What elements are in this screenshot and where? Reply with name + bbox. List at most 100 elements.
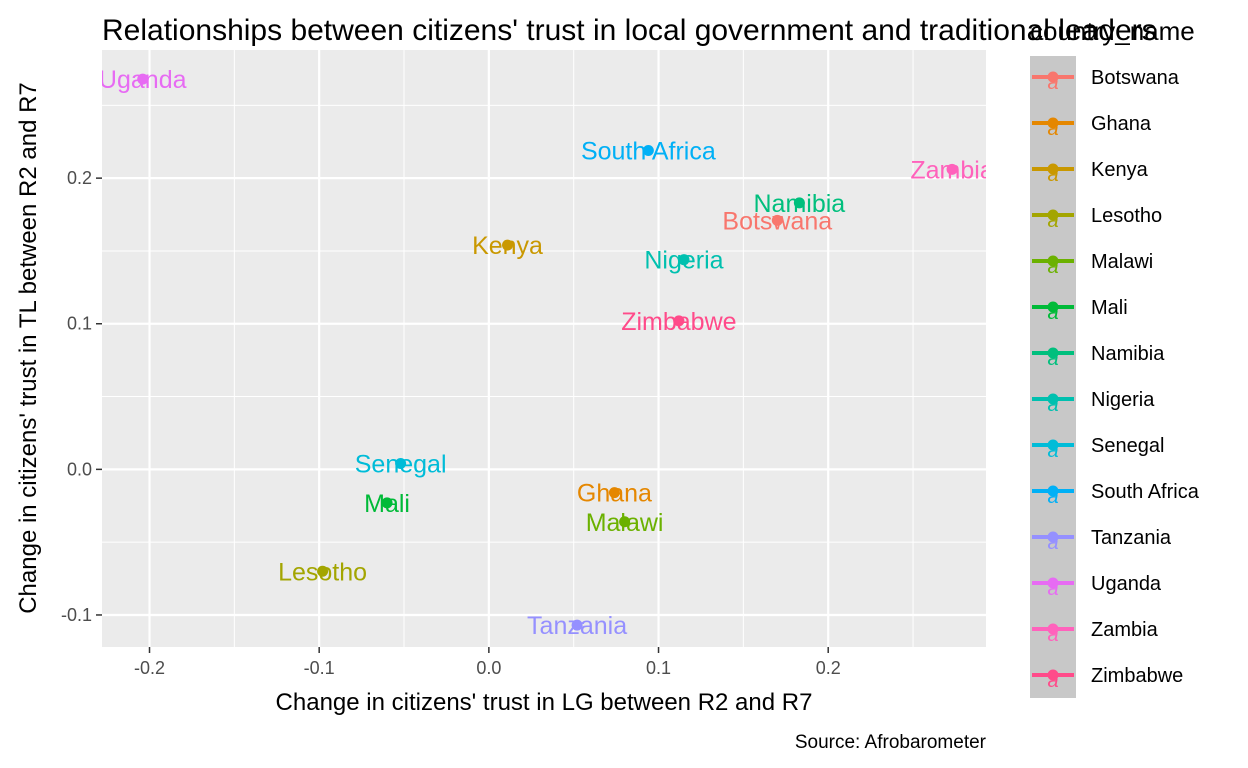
- legend-key-glyph: a: [1047, 578, 1058, 600]
- point-label: Kenya: [472, 232, 543, 260]
- legend-label: South Africa: [1091, 481, 1200, 503]
- point-label: Zimbabwe: [621, 308, 736, 336]
- data-point: [381, 497, 393, 509]
- legend-label: Kenya: [1091, 159, 1149, 181]
- legend-key-point: [1047, 255, 1059, 267]
- legend-label: Lesotho: [1091, 205, 1162, 227]
- data-point: [642, 144, 654, 156]
- point-labels-layer: Botswana Ghana Kenya Lesotho Malawi Mali Namib…: [99, 66, 993, 640]
- data-point: [771, 214, 783, 226]
- point-label: Tanzania: [527, 612, 627, 640]
- legend-key-point: [1047, 209, 1059, 221]
- legend-key-point: [1047, 531, 1059, 543]
- legend-key-glyph: a: [1047, 670, 1058, 692]
- source-caption: Source: Afrobarometer: [795, 732, 987, 753]
- x-tick-label: 0.0: [476, 658, 501, 678]
- y-axis-ticks: -0.1 0.0 0.1 0.2: [61, 168, 102, 625]
- y-tick-label: 0.0: [67, 459, 92, 479]
- point-label: Senegal: [355, 451, 447, 479]
- data-point: [571, 619, 583, 631]
- legend-label: Botswana: [1091, 67, 1180, 89]
- legend-label: Zimbabwe: [1091, 665, 1183, 687]
- legend-item: a Lesotho: [1032, 205, 1162, 232]
- legend-item: a Tanzania: [1032, 527, 1172, 554]
- data-point: [502, 239, 514, 251]
- legend-key-glyph: a: [1047, 118, 1058, 140]
- point-label: Malawi: [586, 509, 664, 537]
- legend-label: Malawi: [1091, 251, 1153, 273]
- legend-title: country_name: [1030, 16, 1195, 46]
- data-point: [619, 516, 631, 528]
- data-point: [678, 254, 690, 266]
- legend-key-point: [1047, 163, 1059, 175]
- x-tick-label: -0.2: [134, 658, 165, 678]
- data-point: [673, 315, 685, 327]
- legend-item: a Namibia: [1032, 343, 1165, 370]
- point-label: Namibia: [754, 190, 846, 218]
- legend-label: Senegal: [1091, 435, 1164, 457]
- legend-key-glyph: a: [1047, 486, 1058, 508]
- legend-key-background: [1030, 56, 1076, 698]
- legend-key-glyph: a: [1047, 210, 1058, 232]
- plot-panel: [102, 50, 986, 647]
- point-label: Lesotho: [278, 558, 367, 586]
- x-tick-label: -0.1: [304, 658, 335, 678]
- data-point: [317, 565, 329, 577]
- y-axis-title: Change in citizens' trust in TL between …: [15, 82, 42, 614]
- point-label: Botswana: [722, 207, 832, 235]
- legend-key-point: [1047, 485, 1059, 497]
- legend-key-point: [1047, 439, 1059, 451]
- legend-key-glyph: a: [1047, 164, 1058, 186]
- legend-key-point: [1047, 577, 1059, 589]
- legend-item: a Ghana: [1032, 113, 1152, 140]
- legend-key-glyph: a: [1047, 624, 1058, 646]
- legend-item: a Kenya: [1032, 159, 1149, 186]
- point-label: Mali: [364, 490, 410, 518]
- y-tick-label: -0.1: [61, 605, 92, 625]
- points-layer: [137, 73, 958, 631]
- legend: a Botswana a Ghana a Kenya a Lesotho a Malawi a Mal…: [1030, 16, 1200, 698]
- legend-label: Nigeria: [1091, 389, 1155, 411]
- legend-key-glyph: a: [1047, 440, 1058, 462]
- legend-key-point: [1047, 393, 1059, 405]
- legend-item: a South Africa: [1032, 481, 1200, 508]
- legend-key-glyph: a: [1047, 348, 1058, 370]
- x-tick-label: 0.1: [646, 658, 671, 678]
- legend-key-point: [1047, 117, 1059, 129]
- legend-key-glyph: a: [1047, 532, 1058, 554]
- legend-key-glyph: a: [1047, 394, 1058, 416]
- legend-item: a Malawi: [1032, 251, 1153, 278]
- point-label: Nigeria: [644, 247, 723, 275]
- data-point: [137, 73, 149, 85]
- point-label: Zambia: [910, 156, 993, 184]
- point-label: Uganda: [99, 66, 187, 94]
- legend-key-glyph: a: [1047, 72, 1058, 94]
- legend-label: Zambia: [1091, 619, 1159, 641]
- legend-key-point: [1047, 669, 1059, 681]
- legend-key-glyph: a: [1047, 256, 1058, 278]
- legend-key-point: [1047, 71, 1059, 83]
- legend-item: a Nigeria: [1032, 389, 1155, 416]
- grid-lines: [102, 50, 986, 647]
- point-label: Ghana: [577, 480, 652, 508]
- legend-item: a Zambia: [1032, 619, 1159, 646]
- data-point: [608, 487, 620, 499]
- legend-item: a Uganda: [1032, 573, 1162, 600]
- y-tick-label: 0.1: [67, 314, 92, 334]
- legend-item: a Botswana: [1032, 67, 1180, 94]
- data-point: [793, 197, 805, 209]
- legend-item: a Senegal: [1032, 435, 1164, 462]
- x-tick-label: 0.2: [816, 658, 841, 678]
- legend-label: Mali: [1091, 297, 1128, 319]
- legend-key-glyph: a: [1047, 302, 1058, 324]
- data-point: [946, 163, 958, 175]
- legend-item: a Zimbabwe: [1032, 665, 1183, 692]
- x-axis-ticks: -0.2 -0.1 0.0 0.1 0.2: [134, 647, 841, 678]
- legend-label: Namibia: [1091, 343, 1165, 365]
- legend-item: a Mali: [1032, 297, 1128, 324]
- legend-label: Uganda: [1091, 573, 1162, 595]
- x-axis-title: Change in citizens' trust in LG between …: [276, 689, 813, 716]
- y-tick-label: 0.2: [67, 168, 92, 188]
- legend-label: Tanzania: [1091, 527, 1172, 549]
